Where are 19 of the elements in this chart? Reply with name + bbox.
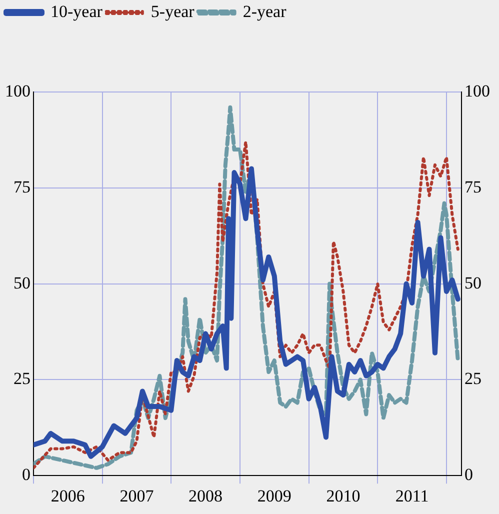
legend-label: 2-year	[242, 2, 287, 21]
y-tick-label: 0	[22, 465, 30, 484]
y2-tick-label: 100	[464, 81, 490, 100]
x-tick-label: 2010	[326, 486, 360, 506]
legend-label: 10-year	[50, 2, 103, 21]
x-tick-label: 2007	[120, 486, 154, 506]
legend-label: 5-year	[150, 2, 195, 21]
x-tick-label: 2006	[50, 486, 85, 506]
x-tick-label: 2011	[395, 486, 429, 506]
y2-tick-label: 75	[464, 177, 482, 196]
y-tick-label: 100	[5, 81, 30, 100]
y-tick-label: 25	[14, 369, 30, 388]
y-tick-label: 50	[14, 273, 30, 292]
y2-tick-label: 50	[464, 273, 482, 292]
y2-tick-label: 25	[464, 369, 482, 388]
x-tick-label: 2009	[257, 486, 292, 506]
y-tick-label: 75	[14, 177, 30, 196]
y2-tick-label: 0	[464, 465, 473, 484]
x-tick-label: 2008	[188, 486, 223, 506]
